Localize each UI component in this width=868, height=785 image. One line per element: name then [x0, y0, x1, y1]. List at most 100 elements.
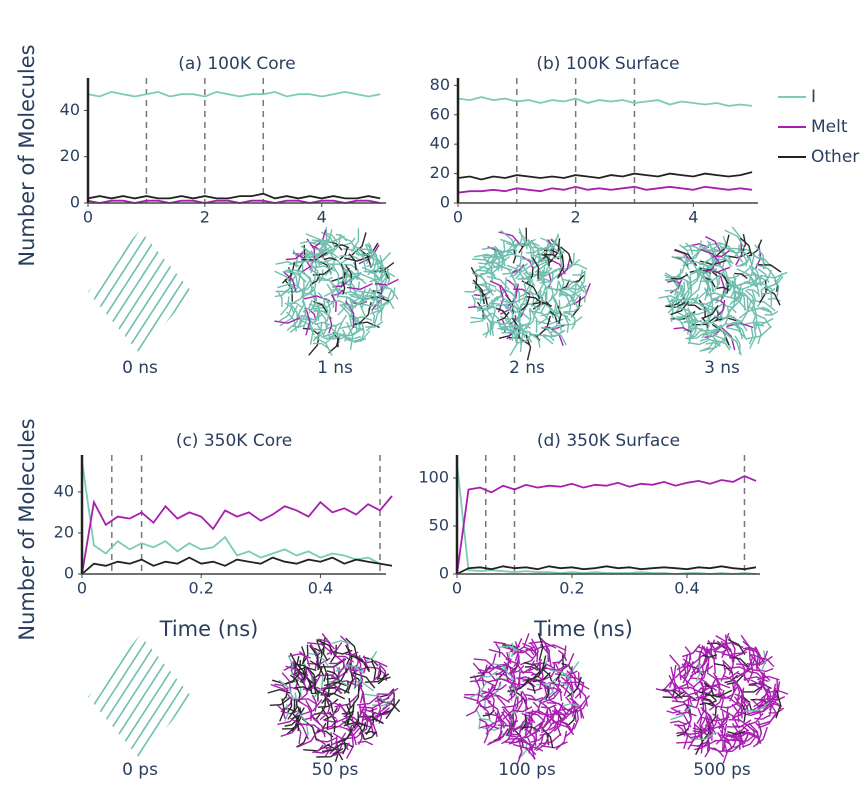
molecule — [746, 288, 760, 296]
molecule — [755, 263, 777, 280]
molecule — [665, 688, 683, 694]
molecule — [486, 309, 494, 329]
molecule — [297, 698, 318, 706]
molecule — [740, 237, 753, 257]
crystal-row — [88, 230, 140, 354]
molecule — [564, 722, 576, 738]
snapshot-caption: 100 ps — [498, 760, 556, 780]
molecule — [722, 741, 728, 764]
molecule — [734, 272, 748, 280]
molecule — [287, 699, 293, 713]
x-tick-label: 0 — [83, 208, 93, 227]
molecule — [309, 644, 319, 671]
molecule — [728, 719, 750, 728]
crystal — [88, 230, 192, 354]
molecule — [321, 707, 329, 730]
y-tick-label: 0 — [440, 193, 450, 212]
molecule — [540, 708, 549, 732]
molecule — [291, 324, 305, 329]
molecule — [529, 641, 537, 657]
molecule — [335, 233, 348, 242]
molecule — [708, 339, 718, 354]
molecule — [497, 250, 519, 258]
molecule — [312, 297, 321, 322]
molecule — [714, 291, 727, 304]
molecule — [566, 670, 578, 690]
molecule — [381, 271, 388, 290]
molecule — [314, 308, 333, 320]
molecule — [469, 312, 492, 324]
molecule — [571, 317, 576, 330]
y-tick-label: 40 — [430, 134, 450, 153]
molecule — [713, 314, 733, 320]
molecule — [672, 703, 698, 709]
molecule — [344, 664, 364, 674]
molecule — [325, 297, 332, 323]
molecule — [670, 703, 693, 721]
molecule-snapshot — [464, 227, 591, 361]
molecule — [730, 293, 742, 304]
molecule — [732, 288, 744, 309]
molecule — [321, 683, 331, 704]
crystal-row — [151, 635, 192, 759]
molecule — [692, 730, 712, 739]
molecule — [523, 646, 535, 656]
molecule — [322, 743, 342, 752]
molecule — [705, 714, 712, 739]
molecule — [662, 688, 683, 700]
molecule — [274, 270, 294, 289]
molecule — [326, 642, 343, 655]
molecule — [704, 644, 722, 651]
molecule — [715, 670, 740, 680]
molecule — [716, 640, 732, 660]
molecule — [741, 731, 759, 738]
molecule — [560, 316, 583, 326]
molecule — [724, 229, 746, 249]
molecule — [540, 327, 553, 337]
molecule — [674, 682, 681, 698]
snapshot-caption: 1 ns — [317, 358, 353, 378]
molecule — [366, 251, 392, 268]
molecule — [521, 251, 540, 273]
molecule — [670, 300, 690, 316]
x-tick-label: 0 — [77, 579, 87, 598]
molecule — [512, 706, 533, 713]
molecule — [549, 258, 566, 275]
molecule — [671, 696, 694, 703]
molecule — [548, 699, 568, 715]
molecule — [567, 285, 587, 291]
molecule — [278, 679, 295, 701]
molecule — [727, 730, 746, 735]
molecule — [291, 712, 299, 732]
molecule — [312, 265, 336, 272]
molecule — [698, 299, 706, 318]
molecule — [556, 253, 565, 279]
crystal-row — [88, 635, 129, 759]
molecule — [549, 708, 571, 726]
molecule — [285, 269, 311, 279]
x-tick-label: 0.4 — [308, 579, 333, 598]
molecule — [489, 681, 502, 698]
molecule — [540, 237, 551, 247]
series-line — [81, 556, 393, 575]
molecule — [744, 701, 770, 712]
molecule — [682, 658, 697, 675]
molecule — [359, 322, 365, 343]
molecule — [683, 724, 689, 750]
molecule — [475, 284, 482, 304]
molecule — [692, 316, 717, 326]
molecule — [749, 322, 757, 349]
molecule — [722, 304, 737, 314]
molecule — [499, 295, 517, 314]
molecule — [708, 689, 725, 711]
molecule — [489, 302, 514, 314]
molecule — [757, 268, 770, 284]
molecule — [760, 650, 767, 673]
molecule — [551, 329, 567, 346]
molecule — [276, 290, 283, 308]
molecule — [361, 294, 366, 309]
molecule — [307, 651, 322, 656]
molecule — [498, 645, 521, 653]
molecule — [356, 253, 379, 262]
molecule — [543, 704, 553, 716]
